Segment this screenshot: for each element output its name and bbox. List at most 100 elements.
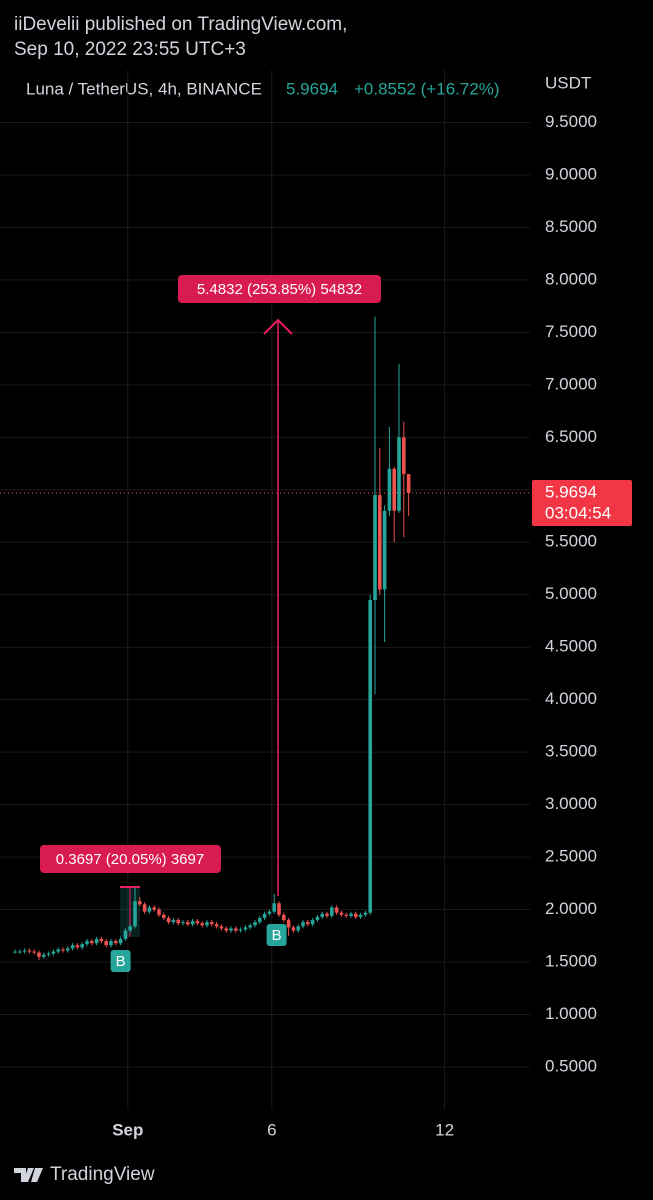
x-tick-label: Sep xyxy=(112,1120,143,1139)
candle-body xyxy=(373,495,377,600)
measure-label-box xyxy=(178,275,381,303)
candle-body xyxy=(325,913,329,916)
candle-body xyxy=(114,941,118,944)
candle-body xyxy=(22,950,27,952)
candle-body xyxy=(118,938,123,944)
candle-body xyxy=(277,903,281,915)
y-tick-label: 7.5000 xyxy=(545,322,597,341)
candle-body xyxy=(90,941,94,944)
candle-body xyxy=(253,922,257,926)
candle-body xyxy=(166,917,171,923)
candle-body xyxy=(382,510,387,590)
candle-body xyxy=(258,917,262,923)
y-tick-label: 2.0000 xyxy=(545,899,597,918)
candle-body xyxy=(37,952,41,957)
buy-marker-label: B xyxy=(116,953,126,970)
candle-body xyxy=(190,921,195,925)
candle-body xyxy=(402,437,406,475)
candle-body xyxy=(75,945,80,948)
buy-marker-label: B xyxy=(272,927,282,944)
candle-body xyxy=(219,926,224,929)
y-tick-label: 8.5000 xyxy=(545,217,597,236)
candle-body xyxy=(133,901,137,927)
candle-body xyxy=(171,920,176,923)
y-tick-label: 1.5000 xyxy=(545,952,597,971)
candle-body xyxy=(392,468,397,511)
measure-arrowhead xyxy=(263,318,293,335)
candle-body xyxy=(296,926,301,931)
y-tick-label: 4.5000 xyxy=(545,637,597,656)
candle-body xyxy=(262,913,267,918)
candle-body xyxy=(306,922,310,925)
candle-body xyxy=(291,927,296,931)
brand: TradingView xyxy=(50,1164,155,1185)
y-tick-label: 9.0000 xyxy=(545,164,597,183)
candle-body xyxy=(224,928,229,931)
measure-label: 0.3697 (20.05%) 3697 xyxy=(56,851,204,868)
candle-body xyxy=(66,948,70,951)
candle-body xyxy=(142,904,147,912)
y-tick-label: 3.5000 xyxy=(545,742,597,761)
y-tick-label: 5.5000 xyxy=(545,532,597,551)
candle-body xyxy=(157,909,161,915)
y-tick-label: 2.5000 xyxy=(545,847,597,866)
candle-body xyxy=(378,495,382,590)
y-tick-label: 3.0000 xyxy=(545,794,597,813)
candle-body xyxy=(18,951,22,953)
candle-body xyxy=(368,599,373,913)
publish-date: Sep 10, 2022 23:55 UTC+3 xyxy=(14,39,246,60)
candle-body xyxy=(13,951,17,953)
last-price-label: 5.9694 xyxy=(545,482,597,501)
candle-body xyxy=(363,912,368,915)
x-tick-label: 6 xyxy=(267,1120,276,1139)
candle-body xyxy=(152,907,157,910)
candle-body xyxy=(397,437,401,511)
candle-body xyxy=(272,903,277,912)
candle-body xyxy=(205,922,209,926)
candle-body xyxy=(267,911,272,914)
y-tick-label: 9.5000 xyxy=(545,112,597,131)
measure-label: 5.4832 (253.85%) 54832 xyxy=(197,281,362,298)
chart-title: Luna / TetherUS, 4h, BINANCE xyxy=(26,79,262,98)
candle-body xyxy=(387,468,392,511)
x-tick-label: 12 xyxy=(435,1120,454,1139)
candle-body xyxy=(56,949,61,952)
last-price: 5.9694 xyxy=(286,79,338,98)
candle-body xyxy=(243,927,248,930)
candle-body xyxy=(61,949,65,951)
candle-body xyxy=(238,929,243,931)
candle-body xyxy=(51,951,56,954)
candle-body xyxy=(138,901,142,905)
candle-body xyxy=(286,920,291,928)
buy-marker xyxy=(266,924,287,946)
candle-body xyxy=(176,920,181,924)
candle-body xyxy=(301,922,305,927)
candle-body xyxy=(282,914,286,921)
y-tick-label: 7.0000 xyxy=(545,374,597,393)
candle-body xyxy=(210,922,214,925)
measure-label-box xyxy=(40,845,221,873)
candle-body xyxy=(320,913,325,917)
y-tick-label: 4.0000 xyxy=(545,689,597,708)
candle-body xyxy=(32,951,37,953)
candle-body xyxy=(123,930,128,939)
candle-body xyxy=(339,912,344,915)
countdown: 03:04:54 xyxy=(545,503,611,522)
candle-body xyxy=(214,924,219,927)
candle-body xyxy=(85,941,89,945)
y-tick-label: 0.5000 xyxy=(545,1056,597,1075)
y-tick-label: 8.0000 xyxy=(545,269,597,288)
candle-body xyxy=(406,474,411,493)
publisher: iiDevelii published on TradingView.com, xyxy=(14,14,347,35)
candle-body xyxy=(200,923,205,926)
candle-body xyxy=(248,925,253,928)
candle-body xyxy=(70,945,75,949)
candle-body xyxy=(42,954,46,957)
candle-body xyxy=(334,907,339,913)
candle-body xyxy=(330,907,334,916)
candle-body xyxy=(94,938,99,944)
y-tick-label: 5.0000 xyxy=(545,584,597,603)
currency: USDT xyxy=(545,73,591,92)
candle-body xyxy=(99,938,104,942)
y-tick-label: 6.5000 xyxy=(545,427,597,446)
